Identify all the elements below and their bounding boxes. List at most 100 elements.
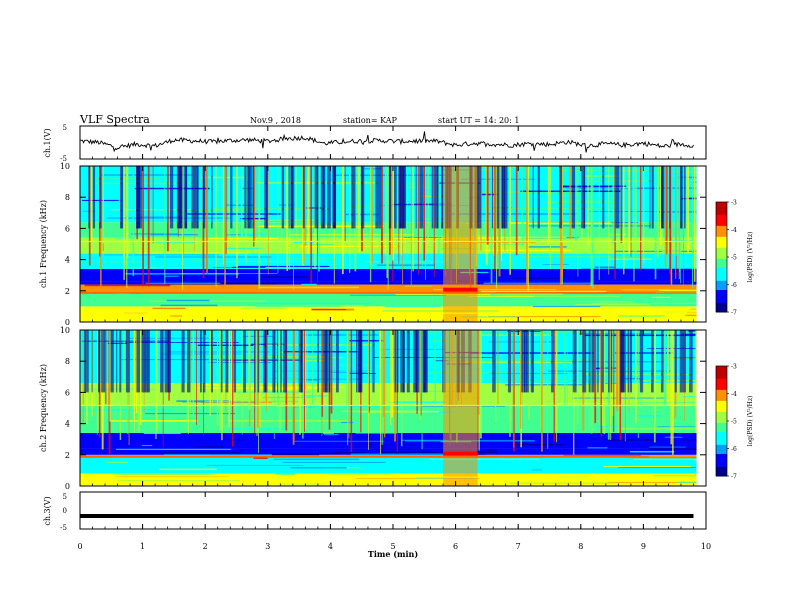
ch2-spec-gap bbox=[588, 330, 591, 393]
ch1-spec-gap bbox=[615, 166, 620, 229]
ch2-colorbar-cell bbox=[716, 404, 727, 407]
ch2-spec-sferic bbox=[348, 330, 350, 439]
ch2-spec-streak bbox=[284, 351, 358, 353]
ch2-colorbar-tick-label: -4 bbox=[731, 391, 737, 398]
ch2-spec-gap bbox=[243, 330, 246, 393]
ch1-spec-sferic bbox=[90, 166, 93, 242]
ch2-spec-streak bbox=[81, 340, 170, 342]
ch2-spec-gap bbox=[147, 330, 150, 393]
ch2-spec-streak bbox=[532, 331, 622, 333]
ch2-spec-sferic bbox=[241, 330, 243, 435]
ch1-spec-sferic bbox=[318, 166, 320, 272]
ch2-colorbar-tick-label: -7 bbox=[731, 474, 737, 481]
ch2-spec-streak bbox=[332, 452, 366, 454]
ch2-colorbar-cell bbox=[716, 468, 727, 471]
ch1-spec-sferic bbox=[206, 166, 208, 273]
ch1-spec-streak bbox=[80, 261, 146, 263]
ch3-ytick-minus5: -5 bbox=[60, 524, 67, 532]
ch1-spec-sferic bbox=[357, 166, 360, 245]
ch1-spec-sferic bbox=[670, 166, 673, 286]
ch1-colorbar-cell bbox=[716, 282, 727, 285]
ch2-colorbar-cell bbox=[716, 430, 727, 433]
ch2-spec-sferic bbox=[528, 330, 530, 420]
ch1-colorbar-cell bbox=[716, 258, 727, 262]
ch1-spec-streak bbox=[336, 183, 430, 185]
ch1-spec-ytick-label: 10 bbox=[60, 162, 70, 171]
ch1-spec-streak bbox=[532, 231, 642, 233]
ch2-colorbar-cell bbox=[716, 384, 727, 387]
ch1-spec-streak bbox=[621, 289, 671, 291]
ch1-spec-sferic bbox=[224, 166, 226, 288]
ch2-spec-gap bbox=[627, 330, 630, 393]
ch2-colorbar-cell bbox=[716, 367, 727, 371]
ch2-spec-sferic bbox=[139, 330, 142, 425]
start-ut-label: start UT = 14: 20: 1 bbox=[438, 116, 519, 125]
ch1-spec-streak bbox=[590, 303, 706, 304]
ch2-colorbar-cell bbox=[716, 432, 727, 435]
ch1-spec-streak bbox=[335, 320, 459, 322]
ch1-colorbar-cell bbox=[716, 235, 727, 238]
ch1-spec-gap bbox=[583, 166, 586, 229]
ch2-spec-gap bbox=[526, 330, 529, 393]
ch1-spec-streak bbox=[432, 289, 556, 290]
ch2-spec-gap bbox=[144, 330, 149, 393]
ch1-spec-streak bbox=[257, 225, 384, 228]
ch2-spec-gap bbox=[523, 330, 525, 393]
ch1-spec-streak bbox=[194, 316, 209, 318]
ch1-spec-gap bbox=[184, 166, 188, 229]
ch1-spec-line bbox=[80, 240, 697, 243]
ch1-spec-sferic bbox=[341, 166, 344, 275]
ch2-spec-streak bbox=[355, 432, 398, 434]
ch2-spec-sferic bbox=[664, 330, 667, 426]
ch1-spec-streak bbox=[610, 233, 627, 236]
ch2-spec-sferic bbox=[123, 330, 125, 409]
ch1-spec-sferic bbox=[691, 166, 693, 289]
ch2-spec-gap bbox=[101, 330, 106, 393]
ch2-spec-streak bbox=[629, 457, 703, 459]
ch1-spec-sferic bbox=[547, 166, 550, 245]
ch2-spec-sferic bbox=[553, 330, 555, 442]
ch2-spec-sferic bbox=[321, 330, 323, 417]
ch2-spec-sferic bbox=[259, 330, 261, 428]
ch1-colorbar-cell bbox=[716, 220, 727, 223]
ch2-spec-gap bbox=[639, 330, 644, 393]
ch2-spec-gap bbox=[160, 330, 164, 393]
ch1-spec-gap bbox=[398, 166, 403, 229]
x-tick-label: 2 bbox=[203, 542, 208, 551]
ch1-spec-event-line bbox=[443, 287, 478, 292]
ch1-spec-gap bbox=[288, 166, 290, 229]
ch2-spec-sferic bbox=[434, 330, 437, 404]
ch2-spec-ytick-label: 4 bbox=[65, 420, 70, 429]
ch1-spec-streak bbox=[296, 220, 406, 223]
ch2-colorbar-cell bbox=[716, 437, 727, 440]
ch2-spec-streak bbox=[178, 359, 303, 361]
ch1-spec-streak bbox=[356, 296, 402, 299]
ch2-spec-ytick-label: 8 bbox=[65, 357, 70, 366]
ch1-spectrogram-image bbox=[80, 166, 706, 322]
ch2-spec-gap bbox=[257, 330, 260, 393]
ch1-colorbar-cell bbox=[716, 266, 727, 269]
ch1-spec-streak bbox=[110, 209, 194, 211]
ch1-spec-sferic bbox=[486, 166, 489, 245]
ch2-spec-streak bbox=[633, 458, 706, 460]
ch1-spec-streak bbox=[421, 195, 442, 197]
ch2-colorbar-cell bbox=[716, 393, 727, 396]
ch2-spec-gap bbox=[591, 330, 595, 393]
ch1-freq-ylabel: ch.1 Frequency (kHz) bbox=[39, 200, 48, 288]
ch2-spec-streak bbox=[481, 334, 556, 336]
ch1-spec-streak bbox=[664, 271, 690, 273]
ch1-spec-streak bbox=[645, 318, 706, 320]
ch1-spec-gap bbox=[247, 166, 250, 229]
ch1-spec-streak bbox=[289, 234, 414, 236]
ch2-spec-sferic bbox=[304, 330, 306, 432]
ch2-spec-gap bbox=[689, 330, 693, 393]
ch1-spec-gap bbox=[559, 166, 563, 229]
ch2-spec-streak bbox=[677, 481, 706, 483]
ch2-spec-sferic bbox=[478, 330, 480, 451]
ch1-spec-sferic bbox=[164, 166, 166, 284]
ch1-spec-gap bbox=[170, 166, 174, 229]
ch1-spec-streak bbox=[404, 237, 442, 238]
ch2-spec-gap bbox=[394, 330, 397, 393]
ch2-colorbar-cell bbox=[716, 389, 727, 393]
ch2-spec-streak bbox=[271, 453, 340, 455]
